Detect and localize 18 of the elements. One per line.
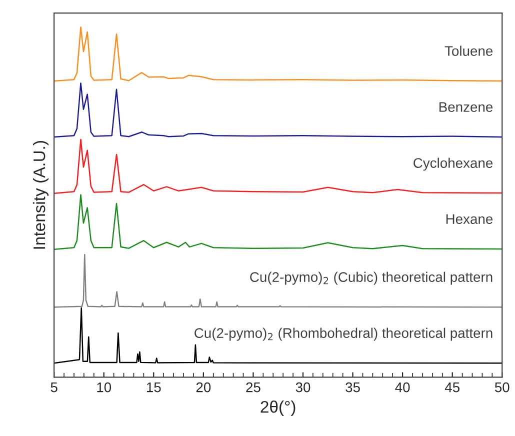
y-axis-title: Intensity (A.U.) <box>32 141 49 249</box>
x-tick-label: 20 <box>196 382 211 392</box>
x-tick-label: 30 <box>296 382 310 392</box>
x-tick-label: 50 <box>494 382 510 392</box>
series-label: Cu(2-pymo)$_{2}$ (Rhombohedral) theoretical pattern <box>194 328 492 341</box>
x-tick-label: 35 <box>346 382 360 392</box>
x-axis-title: 2θ(°) <box>260 400 296 416</box>
x-tick-label: 10 <box>97 382 112 392</box>
x-tick-label: 45 <box>444 382 460 392</box>
series-label: Hexane <box>446 214 493 224</box>
series-label: Toluene <box>444 46 493 56</box>
series-label: Cyclohexane <box>414 158 493 171</box>
x-tick-label: 40 <box>395 382 410 392</box>
x-tick-label: 25 <box>246 382 260 392</box>
series-label: Cu(2-pymo)$_{2}$ (Cubic) theoretical pattern <box>250 272 492 285</box>
x-tick-label: 15 <box>146 382 161 392</box>
series-label: Benzene <box>439 102 493 112</box>
x-tick-label: 5 <box>50 382 58 392</box>
